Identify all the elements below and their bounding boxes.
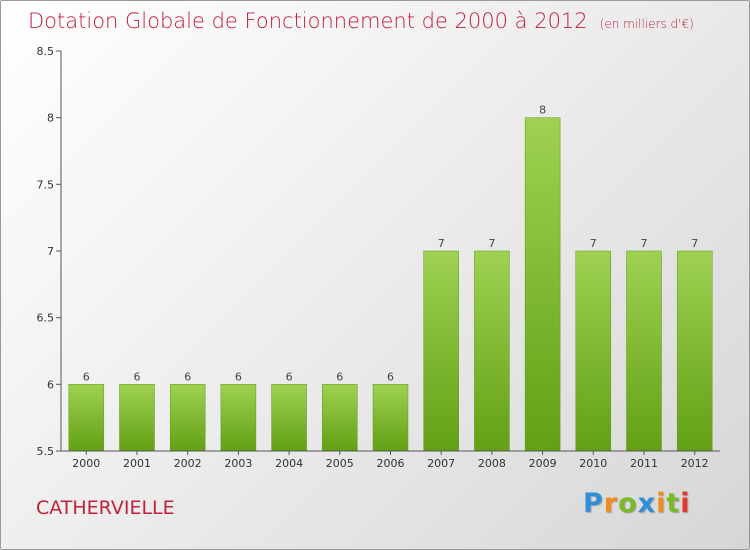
data-label-2002: 6 — [184, 370, 191, 383]
x-tick-label-2012: 2012 — [681, 457, 709, 470]
y-tick-label-6: 6 — [47, 378, 54, 391]
x-tick-label-2008: 2008 — [478, 457, 506, 470]
proxiti-logo: Proxiti — [583, 488, 691, 519]
bar-2005 — [322, 384, 358, 452]
data-label-2012: 7 — [691, 237, 698, 250]
bar-2010 — [575, 250, 612, 452]
x-tick-label-2006: 2006 — [377, 457, 405, 470]
data-label-2008: 7 — [488, 237, 495, 250]
data-label-2007: 7 — [438, 237, 445, 250]
bar-2003 — [220, 384, 257, 452]
x-tick-label-2000: 2000 — [72, 457, 100, 470]
chart-title-text: Dotation Globale de Fonctionnement de 20… — [28, 9, 588, 33]
x-tick-label-2001: 2001 — [123, 457, 151, 470]
x-tick-label-2003: 2003 — [224, 457, 252, 470]
x-tick-label-2007: 2007 — [427, 457, 455, 470]
bar-2006 — [372, 384, 409, 452]
x-tick-label-2009: 2009 — [529, 457, 557, 470]
bar-2002 — [169, 384, 206, 452]
axes-group: 2000 2001 2002 2003 2004 2005 2006 2007 2008 2009… — [37, 45, 720, 470]
data-label-2005: 6 — [336, 370, 343, 383]
bar-2012 — [676, 250, 713, 452]
data-label-2000: 6 — [83, 370, 90, 383]
data-label-2010: 7 — [590, 237, 597, 250]
bar-2008 — [474, 250, 510, 452]
chart-unit: (en milliers d'€) — [599, 17, 694, 31]
bar-2009 — [524, 117, 561, 452]
y-tick-label-5.5: 5.5 — [37, 445, 55, 458]
bar-2004 — [271, 384, 307, 452]
bar-2007 — [423, 250, 459, 452]
y-tick-label-7.5: 7.5 — [37, 178, 55, 191]
data-label-2001: 6 — [134, 370, 141, 383]
chart-title: Dotation Globale de Fonctionnement de 20… — [28, 9, 694, 33]
x-tick-label-2004: 2004 — [275, 457, 303, 470]
bars-group: 6 6 6 6 6 6 6 7 7 8 7 7 7 — [68, 104, 713, 452]
x-tick-label-2011: 2011 — [630, 457, 658, 470]
bar-2001 — [119, 384, 155, 452]
x-tick-label-2005: 2005 — [326, 457, 354, 470]
bar-2000 — [68, 384, 105, 452]
y-tick-label-6.5: 6.5 — [37, 312, 55, 325]
bar-2011 — [626, 250, 662, 452]
data-label-2011: 7 — [641, 237, 648, 250]
data-label-2004: 6 — [286, 370, 293, 383]
commune-name: CATHERVIELLE — [36, 497, 175, 519]
y-tick-label-8.5: 8.5 — [37, 45, 55, 58]
x-tick-label-2010: 2010 — [579, 457, 607, 470]
x-tick-label-2002: 2002 — [174, 457, 202, 470]
y-tick-label-7: 7 — [47, 245, 54, 258]
data-label-2009: 8 — [539, 104, 546, 117]
data-label-2006: 6 — [387, 370, 394, 383]
data-label-2003: 6 — [235, 370, 242, 383]
y-tick-label-8: 8 — [47, 112, 54, 125]
